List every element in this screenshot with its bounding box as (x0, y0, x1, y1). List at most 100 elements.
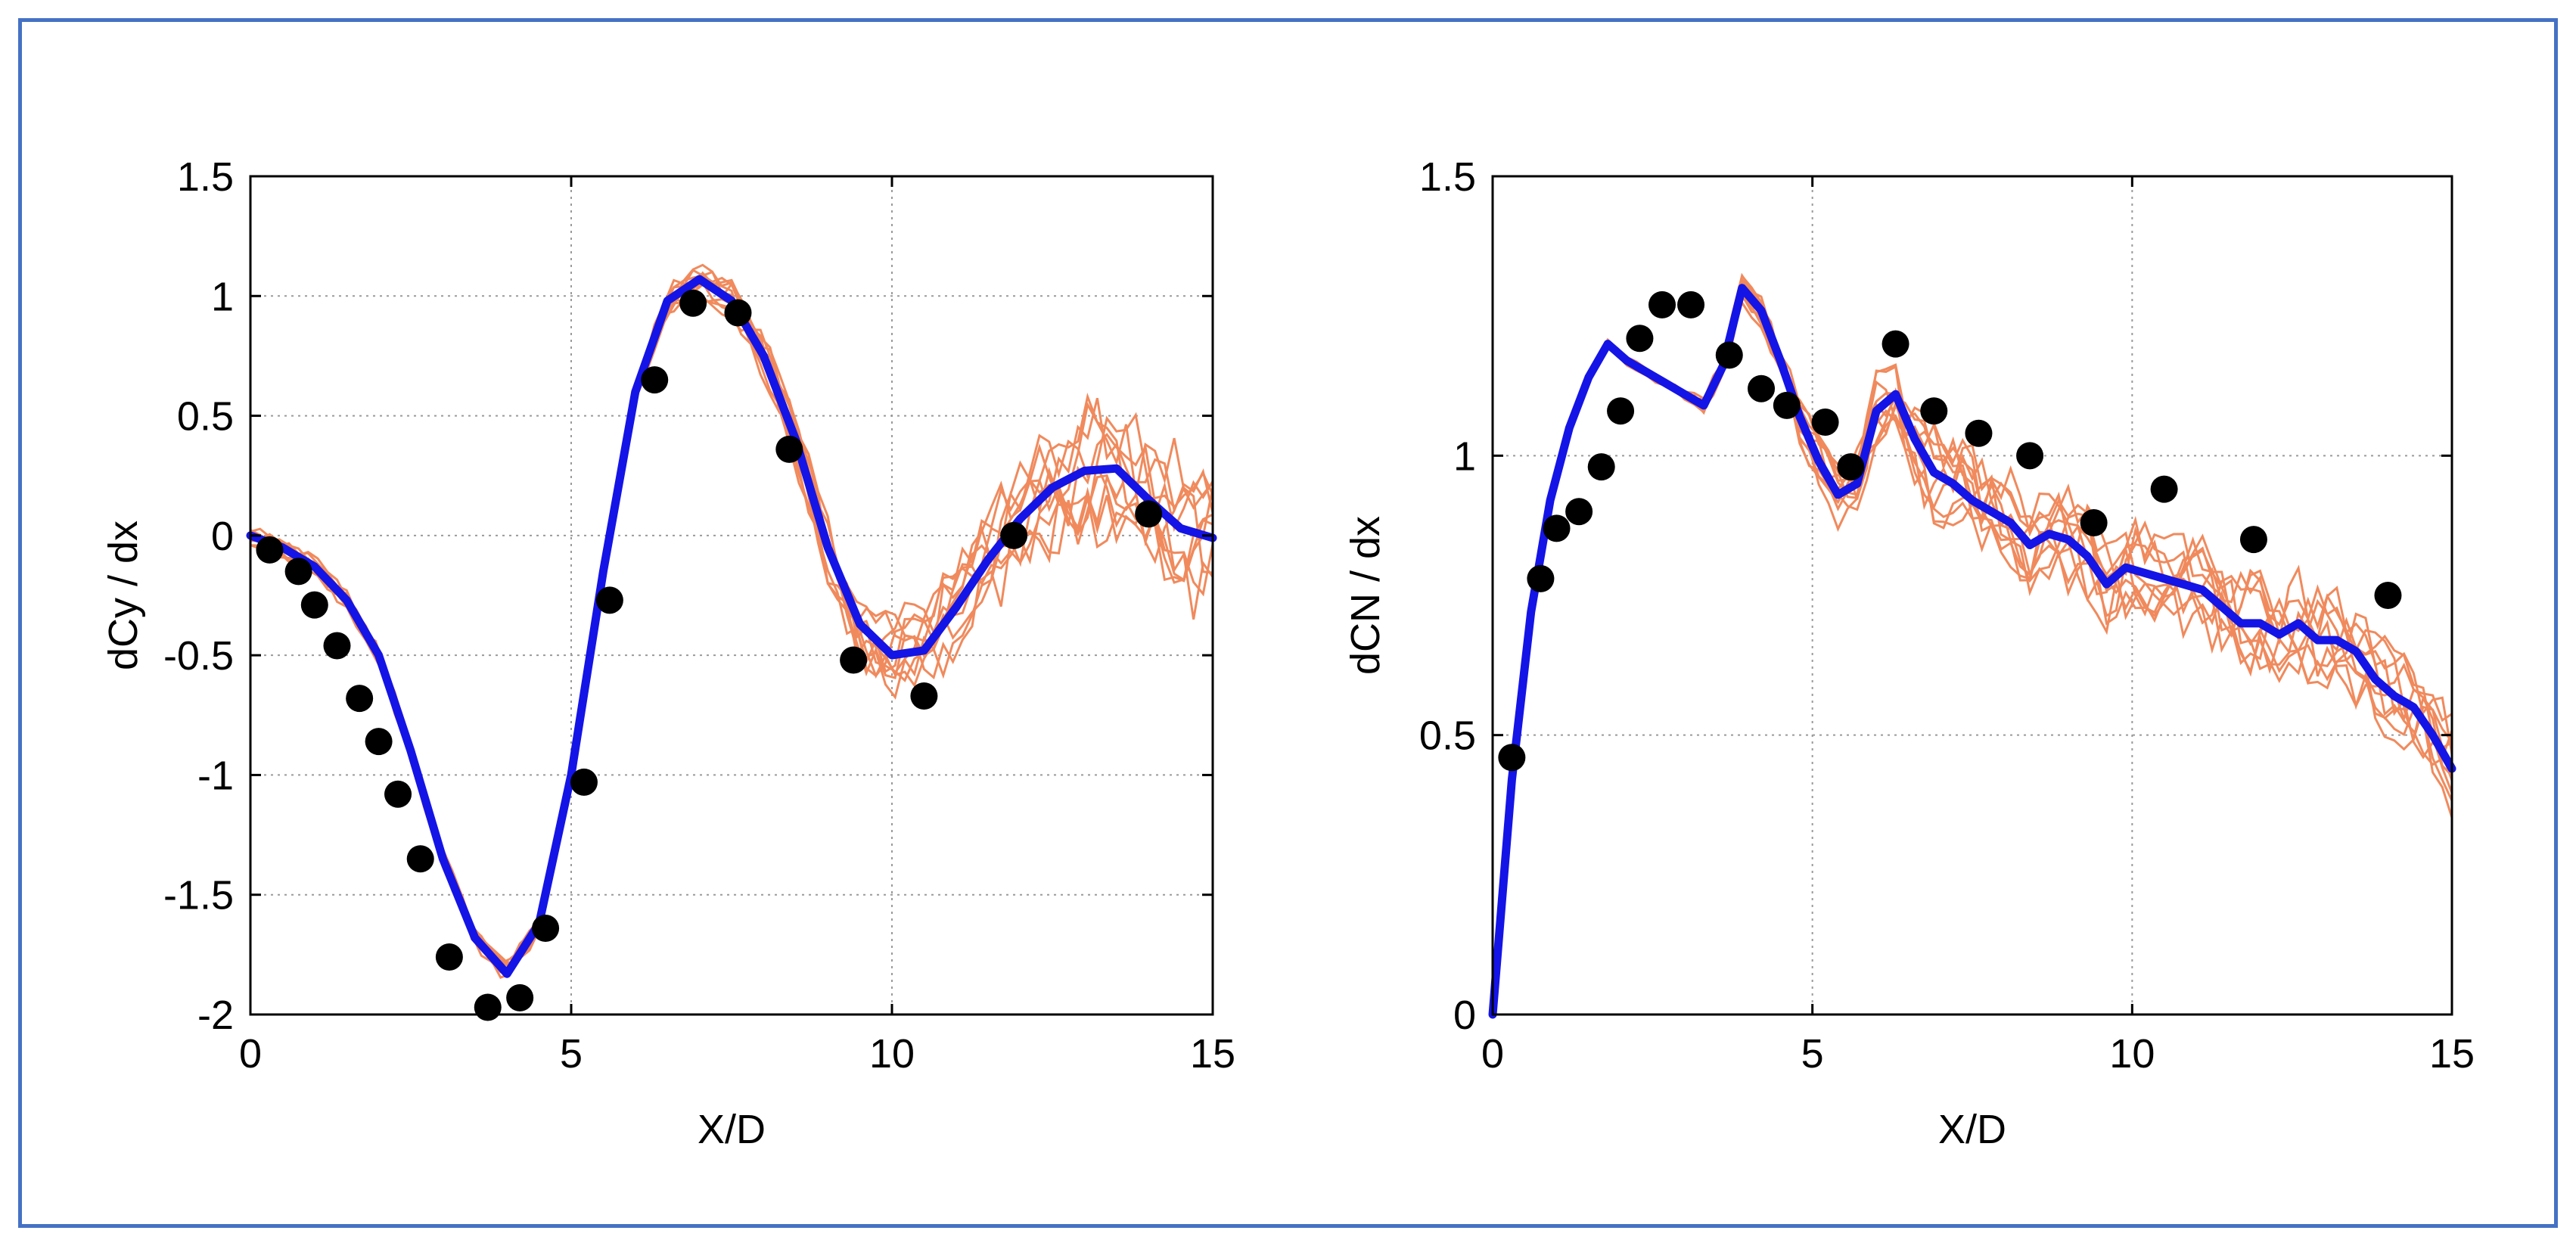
ensemble-line (250, 269, 1214, 965)
x-tick-label: 10 (2109, 1031, 2155, 1077)
experiment-point (300, 591, 328, 619)
ensemble-line (250, 278, 1213, 972)
experiment-point (775, 435, 803, 463)
ensemble-line (250, 274, 1214, 965)
y-tick-label: 1 (1453, 433, 1476, 479)
ensemble-right (1491, 272, 2453, 1015)
ensemble-line (250, 278, 1214, 968)
experiment-point (2374, 582, 2402, 609)
ensemble-line (1491, 290, 2453, 1015)
experiment-point (384, 780, 412, 808)
x-tick-label: 15 (2429, 1031, 2475, 1077)
mean-line (246, 275, 1217, 978)
experiment-point (1811, 409, 1839, 437)
y-tick-label: 0.5 (1419, 713, 1476, 759)
experiment-point (1920, 397, 1948, 425)
y-tick-label: 1 (211, 274, 234, 319)
ensemble-line (1491, 292, 2453, 1015)
ensemble-line (250, 263, 1213, 971)
experiment-point (1527, 564, 1555, 592)
experiment-point (406, 845, 434, 873)
experiment-point (1715, 341, 1743, 369)
experiment-point (2016, 442, 2044, 470)
mean-series-left (246, 275, 1217, 978)
experiment-point (679, 289, 707, 317)
experiment-point (641, 366, 669, 394)
experiment-point (1543, 514, 1571, 542)
ensemble-line (250, 281, 1214, 965)
experiment-point (1000, 521, 1028, 549)
y-ticks-left: -2 -1.5 -1 -0.5 0 0.5 1 1.5 (163, 154, 1213, 1038)
ensemble-line (1491, 285, 2453, 1013)
mean-line (1488, 284, 2456, 1019)
x-tick-label: 0 (239, 1031, 262, 1077)
experiment-point (840, 646, 868, 674)
ensemble-line (250, 271, 1213, 974)
x-tick-label: 10 (869, 1031, 915, 1077)
experiment-series-right (1498, 291, 2402, 772)
experiment-point (284, 558, 312, 586)
y-tick-label: 0.5 (177, 394, 234, 440)
y-axis-label-left: dCy / dx (101, 520, 146, 670)
experiment-point (256, 536, 284, 564)
experiment-point (506, 983, 534, 1011)
experiment-point (365, 728, 393, 756)
experiment-point (910, 682, 938, 710)
experiment-point (1965, 419, 1993, 447)
experiment-point (1677, 291, 1705, 318)
ensemble-line (249, 287, 1214, 979)
x-ticks-right: 0 5 10 15 (1481, 176, 2475, 1077)
axes-box-left (249, 175, 1214, 1016)
experiment-point (2080, 508, 2108, 536)
y-tick-label: 1.5 (177, 154, 234, 200)
experiment-point (1587, 453, 1615, 481)
experiment-point (1648, 291, 1676, 318)
x-ticks-left: 0 5 10 15 (239, 176, 1235, 1077)
ensemble-line (1491, 272, 2453, 1011)
ensemble-line (250, 289, 1214, 968)
mean-series-right (1488, 284, 2456, 1019)
y-tick-label: -2 (197, 993, 234, 1038)
y-tick-label: 0 (211, 514, 234, 559)
grid-right (1493, 176, 2452, 1015)
ensemble-line (250, 298, 1214, 973)
y-axis-label-right: dCN / dx (1343, 516, 1388, 675)
experiment-point (2150, 475, 2178, 503)
experiment-point (532, 915, 560, 943)
x-tick-label: 5 (560, 1031, 583, 1077)
experiment-series-left (256, 289, 1163, 1021)
experiment-point (1773, 391, 1801, 419)
x-tick-label: 15 (1190, 1031, 1235, 1077)
experiment-point (570, 768, 598, 796)
experiment-point (724, 299, 752, 327)
experiment-point (1498, 744, 1526, 772)
experiment-point (1626, 325, 1654, 353)
y-tick-label: -1 (197, 753, 234, 798)
experiment-point (474, 993, 502, 1021)
y-tick-label: 1.5 (1419, 154, 1476, 200)
chart-left: 0 5 10 15 -2 -1.5 -1 -0.5 0 0.5 1 1.5 X/D dCy / dx (101, 154, 1235, 1152)
ensemble-line (1491, 300, 2453, 1015)
experiment-point (2239, 526, 2267, 554)
x-axis-label-right: X/D (1938, 1107, 2006, 1152)
experiment-point (1135, 500, 1163, 528)
y-ticks-right: 0 0.5 1 1.5 (1419, 154, 2452, 1038)
experiment-point (1748, 374, 1776, 402)
x-tick-label: 5 (1801, 1031, 1824, 1077)
experiment-point (323, 632, 351, 660)
y-tick-label: 0 (1453, 993, 1476, 1038)
figure-frame (18, 18, 2558, 1228)
y-tick-label: -0.5 (163, 633, 234, 679)
x-axis-label-left: X/D (698, 1107, 766, 1152)
y-tick-label: -1.5 (163, 873, 234, 918)
experiment-point (1607, 397, 1635, 425)
ensemble-line (1491, 294, 2453, 1013)
chart-right: 0 5 10 15 0 0.5 1 1.5 X/D dCN / dx (1343, 154, 2475, 1152)
experiment-point (346, 685, 374, 713)
ensemble-line (1491, 284, 2453, 1015)
axes-box-right (1491, 175, 2453, 1016)
x-tick-label: 0 (1481, 1031, 1504, 1077)
experiment-point (1882, 330, 1909, 358)
experiment-point (1565, 498, 1593, 526)
